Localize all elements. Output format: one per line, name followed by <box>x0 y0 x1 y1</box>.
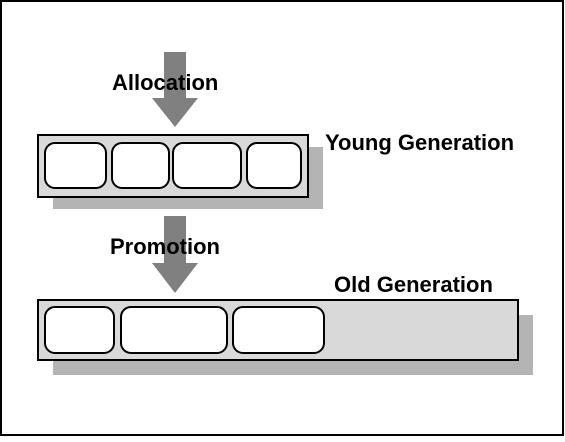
young-generation-cell <box>246 142 302 189</box>
old-generation-label: Old Generation <box>334 272 493 297</box>
young-generation-cell <box>172 142 242 189</box>
old-generation-cell <box>120 306 228 354</box>
old-generation-cell <box>44 306 115 354</box>
young-generation-cell <box>111 142 170 189</box>
promotion-arrow-icon <box>152 216 198 293</box>
old-generation-cell <box>232 306 325 354</box>
allocation-label: Allocation <box>112 70 218 95</box>
allocation-arrow-icon <box>152 52 198 127</box>
promotion-label: Promotion <box>110 234 220 259</box>
young-generation-label: Young Generation <box>325 130 514 155</box>
young-generation-cell <box>44 142 107 189</box>
